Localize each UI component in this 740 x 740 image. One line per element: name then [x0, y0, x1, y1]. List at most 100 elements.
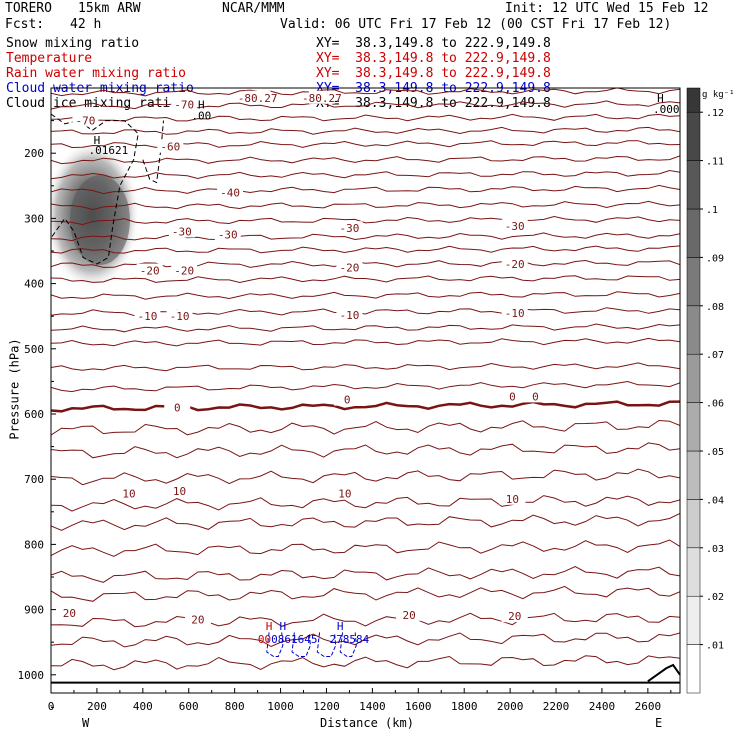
y-axis-label: Pressure (hPa) — [7, 338, 22, 440]
temperature-contour — [51, 655, 680, 671]
temperature-label: -20 — [174, 265, 194, 278]
temperature-contour — [51, 126, 680, 135]
temperature-label: 20 — [191, 613, 204, 626]
x-tick-label: 2000 — [497, 700, 524, 713]
max-label: .00 — [191, 109, 211, 122]
temperature-label: -30 — [172, 225, 192, 238]
temperature-contour — [51, 337, 680, 347]
label-mask — [72, 113, 99, 127]
temperature-label: 20 — [402, 609, 415, 622]
y-tick-label: 400 — [24, 278, 44, 291]
label-mask — [217, 185, 244, 199]
field-name: Snow mixing ratio — [6, 36, 140, 51]
temperature-label: -30 — [218, 229, 238, 242]
cloud-water-contour — [291, 632, 311, 658]
x-tick-label: 1200 — [313, 700, 340, 713]
temperature-contour — [51, 184, 680, 195]
temperature-label: 0 — [344, 394, 351, 407]
west-label: W — [82, 716, 90, 730]
x-tick-label: 2200 — [543, 700, 570, 713]
temperature-label: -20 — [339, 261, 359, 274]
cloud-ice-contour — [142, 120, 164, 184]
cloud-water-contour — [339, 632, 357, 658]
temperature-label: -20 — [140, 265, 160, 278]
temperature-contour — [51, 380, 680, 393]
colorbar-label: .05 — [706, 447, 724, 458]
temperature-label: -40 — [220, 186, 240, 199]
label-mask — [136, 263, 163, 277]
organization: NCAR/MMM — [222, 1, 285, 16]
colorbar-swatch — [686, 595, 701, 645]
temperature-contour — [51, 275, 680, 284]
label-mask — [171, 97, 198, 111]
label-mask — [157, 139, 184, 153]
label-mask — [331, 486, 358, 500]
temperature-contour — [51, 468, 680, 486]
temperature-label: -10 — [339, 309, 359, 322]
temperature-label: 0 — [509, 390, 516, 403]
temperature-contour — [51, 512, 680, 531]
label-mask — [56, 605, 83, 619]
label-mask — [168, 224, 195, 238]
label-mask — [336, 260, 363, 274]
colorbar-label: .03 — [706, 544, 724, 555]
label-mask — [336, 221, 363, 235]
colorbar-label: .08 — [706, 302, 724, 313]
colorbar-label: .01 — [706, 641, 724, 652]
colorbar-swatch — [686, 644, 701, 694]
temperature-contour — [51, 419, 680, 436]
temperature-contour — [51, 232, 680, 242]
field-name: Rain water mixing ratio — [6, 66, 187, 81]
label-mask — [164, 400, 191, 414]
y-tick-label: 800 — [24, 538, 44, 551]
label-mask — [396, 607, 423, 621]
colorbar-swatch — [686, 499, 701, 549]
temperature-contour — [51, 291, 680, 300]
colorbar-label: .09 — [706, 253, 724, 264]
colorbar-swatch — [686, 305, 701, 355]
field-name: Temperature — [6, 51, 93, 66]
x-tick-label: 400 — [133, 700, 153, 713]
y-tick-label: 500 — [24, 343, 44, 356]
model-name: TORERO — [5, 1, 52, 16]
colorbar-label: .12 — [706, 108, 724, 119]
y-tick-label: 200 — [24, 147, 44, 160]
temperature-label: -70 — [174, 98, 194, 111]
temperature-label: -10 — [137, 310, 157, 323]
temperature-label: -80.27 — [302, 92, 342, 105]
colorbar-unit: g kg⁻¹ — [702, 90, 735, 100]
forecast-label: Fcst: — [5, 17, 45, 32]
x-tick-label: 800 — [225, 700, 245, 713]
temperature-contour — [51, 539, 680, 557]
forecast-hours: 42 h — [70, 17, 102, 32]
colorbar-label: .07 — [706, 350, 724, 361]
temperature-label: -80.27 — [238, 92, 278, 105]
colorbar-swatch — [686, 353, 701, 403]
label-mask — [308, 90, 335, 104]
y-tick-label: 300 — [24, 212, 44, 225]
label-mask — [214, 227, 241, 241]
label-mask — [499, 491, 526, 505]
colorbar-swatch — [686, 257, 701, 307]
temperature-contour — [51, 215, 680, 226]
temperature-label: 10 — [173, 485, 186, 498]
field-xy: XY= 38.3,149.8 to 222.9,149.8 — [316, 51, 551, 66]
x-tick-label: 1600 — [405, 700, 432, 713]
temperature-contour — [51, 612, 680, 628]
colorbar-swatch — [686, 547, 701, 597]
temperature-contour — [51, 495, 680, 512]
label-mask — [334, 392, 361, 406]
snow-shading — [70, 175, 130, 265]
label-mask — [134, 309, 161, 323]
temperature-contour — [51, 140, 680, 149]
temperature-contour — [51, 113, 680, 122]
temperature-label: 0 — [532, 390, 539, 403]
max-label: H — [337, 620, 344, 633]
label-mask — [501, 609, 528, 623]
y-tick-label: 1000 — [18, 669, 45, 682]
y-tick-label: 700 — [24, 473, 44, 486]
temperature-label: 20 — [508, 610, 521, 623]
temperature-label: -30 — [505, 220, 525, 233]
y-tick-label: 600 — [24, 408, 44, 421]
temperature-contour — [51, 88, 680, 97]
